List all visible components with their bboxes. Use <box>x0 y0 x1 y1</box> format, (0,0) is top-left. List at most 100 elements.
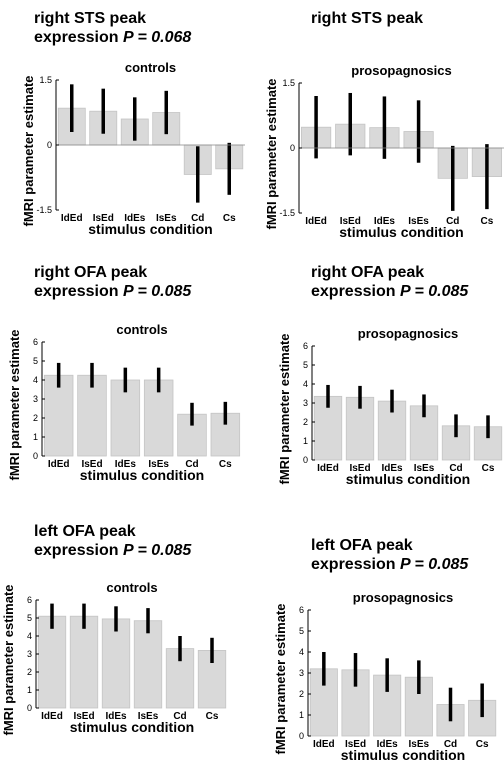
x-axis-label: stimulus condition <box>346 471 470 487</box>
title-prefix: expression <box>311 283 396 300</box>
bar-chart: prosopagnosics -1.5 0 1.5 IdEd IsEd IdEs IsEs Cd… <box>264 63 504 240</box>
y-tick-label: 3 <box>27 649 32 659</box>
x-tick-label: IdEd <box>313 739 335 750</box>
x-tick-label: Cs <box>482 463 495 474</box>
chart-subtitle: controls <box>106 580 157 595</box>
y-tick-label: -1.5 <box>36 205 52 215</box>
y-tick-label: 3 <box>303 398 308 408</box>
x-tick-label: IsEs <box>409 739 430 750</box>
title-line1: left OFA peak <box>311 537 413 554</box>
x-tick-label: IdEs <box>105 711 127 722</box>
x-tick-label: IdEd <box>48 459 70 470</box>
bar-chart: controls 0 1 2 3 4 5 6 IdEd IsEd IdEs IsEs Cd Cs stimu… <box>7 322 241 483</box>
y-tick-label: 0 <box>27 703 32 713</box>
x-tick-label: IsEs <box>138 711 159 722</box>
x-tick-label: IsEd <box>345 739 366 750</box>
x-tick-label: Cd <box>449 463 462 474</box>
y-tick-label: 4 <box>299 647 304 657</box>
bar-chart: prosopagnosics 0 1 2 3 4 5 6 IdEd IsEd IdEs IsEs Cd C… <box>277 326 503 487</box>
y-tick-label: 1.5 <box>39 75 52 85</box>
y-tick-label: 5 <box>33 356 38 366</box>
x-axis-label: stimulus condition <box>88 221 212 237</box>
title-line2: expression P = 0.085 <box>311 282 468 301</box>
x-tick-label: Cs <box>206 711 219 722</box>
y-axis-label: fMRI parameter estimate <box>1 585 16 736</box>
x-tick-label: IdEd <box>61 213 83 224</box>
y-tick-label: 0 <box>299 731 304 741</box>
bar <box>110 379 141 457</box>
x-tick-label: Cd <box>191 213 204 224</box>
title-line2: expression P = 0.085 <box>34 282 191 301</box>
p-value: P = 0.085 <box>122 542 192 559</box>
title-prefix: expression <box>34 283 119 300</box>
x-tick-label: IsEd <box>349 463 370 474</box>
x-tick-label: IsEd <box>93 213 114 224</box>
x-tick-label: IdEs <box>381 463 403 474</box>
x-tick-label: IdEd <box>41 711 63 722</box>
y-tick-label: 6 <box>303 341 308 351</box>
x-axis-label: stimulus condition <box>339 224 463 240</box>
x-axis-label: stimulus condition <box>341 747 465 763</box>
x-tick-label: Cd <box>446 216 459 227</box>
chart-subtitle: controls <box>116 322 167 337</box>
y-tick-label: 0 <box>47 140 52 150</box>
panel-right-ofa-controls: right OFA peak expression P = 0.085 cont… <box>0 250 252 510</box>
y-tick-label: 4 <box>33 375 38 385</box>
p-value: P = 0.085 <box>399 556 469 573</box>
title-prefix: expression <box>34 29 119 46</box>
y-tick-label: 0 <box>303 455 308 465</box>
y-tick-label: 1 <box>299 710 304 720</box>
y-tick-label: 1 <box>33 432 38 442</box>
panel-right-ofa-prosopagnosics: right OFA peak expression P = 0.085 pros… <box>252 250 504 510</box>
panel-title: left OFA peak expression P = 0.085 <box>34 522 191 560</box>
title-line2: expression P = 0.085 <box>311 555 468 574</box>
y-tick-label: 2 <box>33 413 38 423</box>
y-tick-label: 0 <box>33 451 38 461</box>
bar <box>69 615 99 709</box>
bar <box>101 618 131 709</box>
y-tick-label: 1 <box>303 436 308 446</box>
title-line2: expression P = 0.068 <box>34 28 191 47</box>
y-axis-label: fMRI parameter estimate <box>273 604 288 755</box>
x-tick-label: IdEs <box>115 459 137 470</box>
x-tick-label: IdEd <box>305 216 327 227</box>
y-tick-label: 6 <box>27 595 32 605</box>
p-value: P = 0.068 <box>122 29 192 46</box>
chart-subtitle: prosopagnosics <box>358 326 458 341</box>
bar <box>37 615 67 709</box>
y-tick-label: 6 <box>33 337 38 347</box>
panel-right-sts-controls: right STS peak expression P = 0.068 cont… <box>0 0 252 250</box>
panel-title: left OFA peak expression P = 0.085 <box>311 536 468 574</box>
x-tick-label: IsEd <box>81 459 102 470</box>
x-tick-label: IdEd <box>317 463 339 474</box>
x-tick-label: IdEs <box>374 216 396 227</box>
y-tick-label: -1.5 <box>279 208 295 218</box>
title-line2: expression P = 0.085 <box>34 541 191 560</box>
y-tick-label: 3 <box>299 668 304 678</box>
title-prefix: expression <box>34 542 119 559</box>
y-tick-label: 3 <box>33 394 38 404</box>
panel-left-ofa-prosopagnosics: left OFA peak expression P = 0.085 proso… <box>252 510 504 766</box>
chart-subtitle: prosopagnosics <box>353 590 453 605</box>
x-tick-label: Cd <box>444 739 457 750</box>
p-value: P = 0.085 <box>122 283 192 300</box>
x-tick-label: IsEd <box>340 216 361 227</box>
panel-title: right OFA peak expression P = 0.085 <box>311 263 468 301</box>
x-tick-label: Cs <box>481 216 494 227</box>
p-value: P = 0.085 <box>399 283 469 300</box>
bar-chart: prosopagnosics 0 1 2 3 4 5 6 IdEd IsEd IdEs IsEs Cd C… <box>273 590 497 763</box>
x-tick-label: Cd <box>185 459 198 470</box>
bar <box>133 620 163 709</box>
y-tick-label: 0 <box>290 143 295 153</box>
x-tick-label: IsEd <box>73 711 94 722</box>
x-tick-label: IsEs <box>148 459 169 470</box>
y-tick-label: 2 <box>303 417 308 427</box>
x-tick-label: Cs <box>476 739 489 750</box>
x-tick-label: Cs <box>219 459 232 470</box>
panel-left-ofa-controls: left OFA peak expression P = 0.085 contr… <box>0 510 252 766</box>
bar-chart: controls 0 1 2 3 4 5 6 IdEd IsEd IdEs IsEs Cd Cs stimu… <box>1 580 227 736</box>
bar <box>77 374 107 457</box>
title-line1: right STS peak <box>34 10 147 27</box>
x-tick-label: IsEs <box>414 463 435 474</box>
y-axis-label: fMRI parameter estimate <box>264 79 279 230</box>
